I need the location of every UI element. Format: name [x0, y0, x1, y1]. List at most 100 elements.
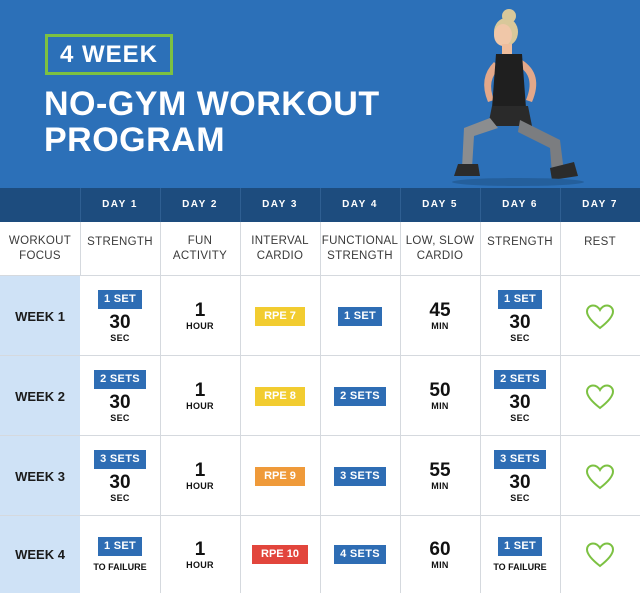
header-divider — [480, 188, 481, 222]
title-line-2: PROGRAM — [44, 121, 226, 159]
grid-divider — [160, 436, 161, 515]
focus-day-7-text: REST — [584, 235, 616, 248]
rest-cell — [560, 356, 640, 436]
grid-divider — [240, 516, 241, 593]
strength-cell: 3 SETS 30 SEC — [80, 436, 160, 516]
rpe-tag: RPE 9 — [255, 466, 305, 486]
duration-badge: 4 WEEK — [45, 34, 174, 75]
duration-unit: SEC — [510, 332, 530, 343]
duration-unit: HOUR — [186, 321, 214, 331]
strength-cell-day-6: 1 SET 30 SEC — [480, 276, 560, 356]
week-label-background — [0, 356, 80, 435]
grid-divider — [160, 356, 161, 435]
week-label-background — [0, 436, 80, 515]
workout-grid: WORKOUT FOCUS STRENGTH FUN ACTIVITY INTE… — [0, 222, 640, 593]
grid-divider — [560, 356, 561, 435]
focus-day-5-line-2: CARDIO — [416, 250, 464, 262]
functional-strength-cell: 2 SETS — [320, 356, 400, 436]
week-label-cell: WEEK 3 — [0, 436, 80, 516]
focus-day-7: REST — [560, 234, 640, 250]
grid-divider — [480, 222, 481, 275]
week-label-background — [0, 516, 80, 593]
duration-value: 30 — [509, 391, 531, 413]
grid-divider — [240, 276, 241, 355]
focus-day-2: FUN ACTIVITY — [160, 234, 240, 266]
week-label-cell: WEEK 2 — [0, 356, 80, 436]
grid-divider — [240, 356, 241, 435]
header-divider — [80, 188, 81, 222]
functional-strength-cell: 4 SETS — [320, 516, 400, 593]
grid-divider — [240, 436, 241, 515]
duration-unit: SEC — [510, 412, 530, 423]
focus-day-3-line-1: INTERVAL — [251, 235, 309, 247]
sets-tag: 3 SETS — [94, 449, 146, 469]
header-divider — [560, 188, 561, 222]
failure-note: TO FAILURE — [93, 561, 147, 572]
focus-day-1: STRENGTH — [80, 234, 160, 250]
sets-tag: 2 SETS — [94, 369, 146, 389]
focus-day-6: STRENGTH — [480, 234, 560, 250]
interval-cardio-cell: RPE 7 — [240, 276, 320, 356]
week-label: WEEK 2 — [15, 388, 65, 404]
duration-value: 30 — [109, 391, 131, 413]
cardio-cell: 60 MIN — [400, 516, 480, 593]
duration-value: 45 — [429, 300, 451, 321]
day-7-header: DAY 7 — [582, 199, 618, 210]
functional-strength-cell: 3 SETS — [320, 436, 400, 516]
hero-banner: 4 WEEK NO-GYM WORKOUT PROGRAM — [0, 0, 640, 188]
focus-label-line-1: WORKOUT — [8, 235, 72, 247]
day-3-header: DAY 3 — [262, 199, 298, 210]
sets-tag: 1 SET — [97, 289, 143, 309]
heart-outline-icon — [585, 383, 615, 409]
duration-unit: MIN — [431, 559, 449, 570]
sets-tag: 1 SET — [497, 536, 543, 556]
duration-value: 1 — [194, 380, 206, 401]
duration-value: 30 — [109, 471, 131, 493]
rpe-tag: RPE 10 — [252, 545, 308, 564]
focus-day-2-line-2: ACTIVITY — [172, 250, 228, 262]
grid-divider — [160, 222, 161, 275]
focus-day-1-text: STRENGTH — [87, 235, 153, 248]
grid-divider — [320, 436, 321, 515]
duration-unit: MIN — [431, 321, 449, 331]
sets-tag: 2 SETS — [494, 369, 546, 389]
failure-note: TO FAILURE — [493, 561, 547, 572]
grid-divider — [480, 356, 481, 435]
focus-day-6-text: STRENGTH — [487, 235, 553, 248]
week-row-1: WEEK 1 1 SET 30 SEC 1 HOUR RPE 7 1 SET 4… — [0, 276, 640, 356]
duration-value: 30 — [109, 311, 131, 333]
duration-value: 50 — [429, 380, 451, 401]
duration-value: 30 — [509, 311, 531, 333]
day-5-header: DAY 5 — [422, 199, 458, 210]
strength-cell: 2 SETS 30 SEC — [80, 356, 160, 436]
week-label-background — [0, 276, 80, 355]
heart-outline-icon — [585, 542, 615, 568]
grid-divider — [80, 222, 81, 275]
grid-divider — [320, 356, 321, 435]
grid-divider — [480, 436, 481, 515]
fun-activity-cell: 1 HOUR — [160, 276, 240, 356]
grid-divider — [480, 276, 481, 355]
focus-day-5-line-1: LOW, SLOW — [405, 235, 475, 247]
grid-divider — [400, 356, 401, 435]
duration-value: 60 — [429, 538, 451, 560]
fun-activity-cell: 1 HOUR — [160, 516, 240, 593]
duration-unit: HOUR — [186, 481, 214, 491]
grid-divider — [400, 222, 401, 275]
rest-cell — [560, 516, 640, 593]
focus-label-line-2: FOCUS — [19, 250, 61, 262]
week-label: WEEK 1 — [15, 308, 65, 324]
cardio-cell: 45 MIN — [400, 276, 480, 356]
header-divider — [240, 188, 241, 222]
week-row-4: WEEK 4 1 SET TO FAILURE 1 HOUR RPE 10 4 … — [0, 516, 640, 593]
day-header-row: DAY 1 DAY 2 DAY 3 DAY 4 DAY 5 DAY 6 DAY … — [0, 188, 640, 222]
duration-unit: MIN — [431, 401, 449, 411]
sets-tag: 1 SET — [497, 289, 543, 309]
focus-day-3: INTERVAL CARDIO — [240, 234, 320, 266]
header-divider — [160, 188, 161, 222]
header-divider — [320, 188, 321, 222]
duration-unit: HOUR — [186, 559, 214, 570]
page-title: NO-GYM WORKOUT PROGRAM — [44, 86, 380, 158]
heart-outline-icon — [585, 303, 615, 329]
fun-activity-cell: 1 HOUR — [160, 436, 240, 516]
